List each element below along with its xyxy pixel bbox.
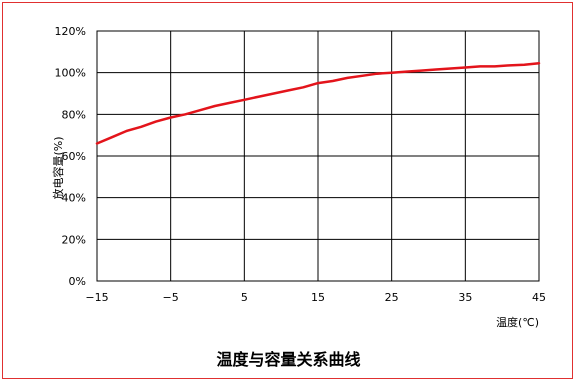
x-tick-label: 15 bbox=[311, 291, 325, 304]
y-tick-labels: 0% 20% 40% 60% 80% 100% 120% bbox=[55, 25, 86, 288]
series-line bbox=[95, 62, 541, 145]
y-tick-label: 120% bbox=[55, 25, 86, 38]
x-tick-labels: −15 −5 5 15 25 35 45 bbox=[85, 291, 546, 304]
y-tick-label: 40% bbox=[62, 192, 86, 205]
y-axis-label: 放电容量(%) bbox=[51, 136, 65, 199]
x-tick-label: 35 bbox=[458, 291, 472, 304]
x-tick-label: 45 bbox=[532, 291, 546, 304]
y-tick-label: 100% bbox=[55, 67, 86, 80]
y-tick-label: 80% bbox=[62, 108, 86, 121]
x-axis-label: 温度(℃) bbox=[496, 315, 539, 329]
x-tick-label: −5 bbox=[163, 291, 179, 304]
y-tick-label: 20% bbox=[62, 233, 86, 246]
gridlines bbox=[97, 31, 539, 281]
series-lines bbox=[95, 62, 541, 145]
chart-title: 温度与容量关系曲线 bbox=[216, 350, 361, 369]
y-tick-label: 60% bbox=[62, 150, 86, 163]
y-tick-label: 0% bbox=[69, 275, 86, 288]
x-tick-label: 25 bbox=[385, 291, 399, 304]
x-tick-label: 5 bbox=[241, 291, 248, 304]
x-tick-label: −15 bbox=[85, 291, 108, 304]
